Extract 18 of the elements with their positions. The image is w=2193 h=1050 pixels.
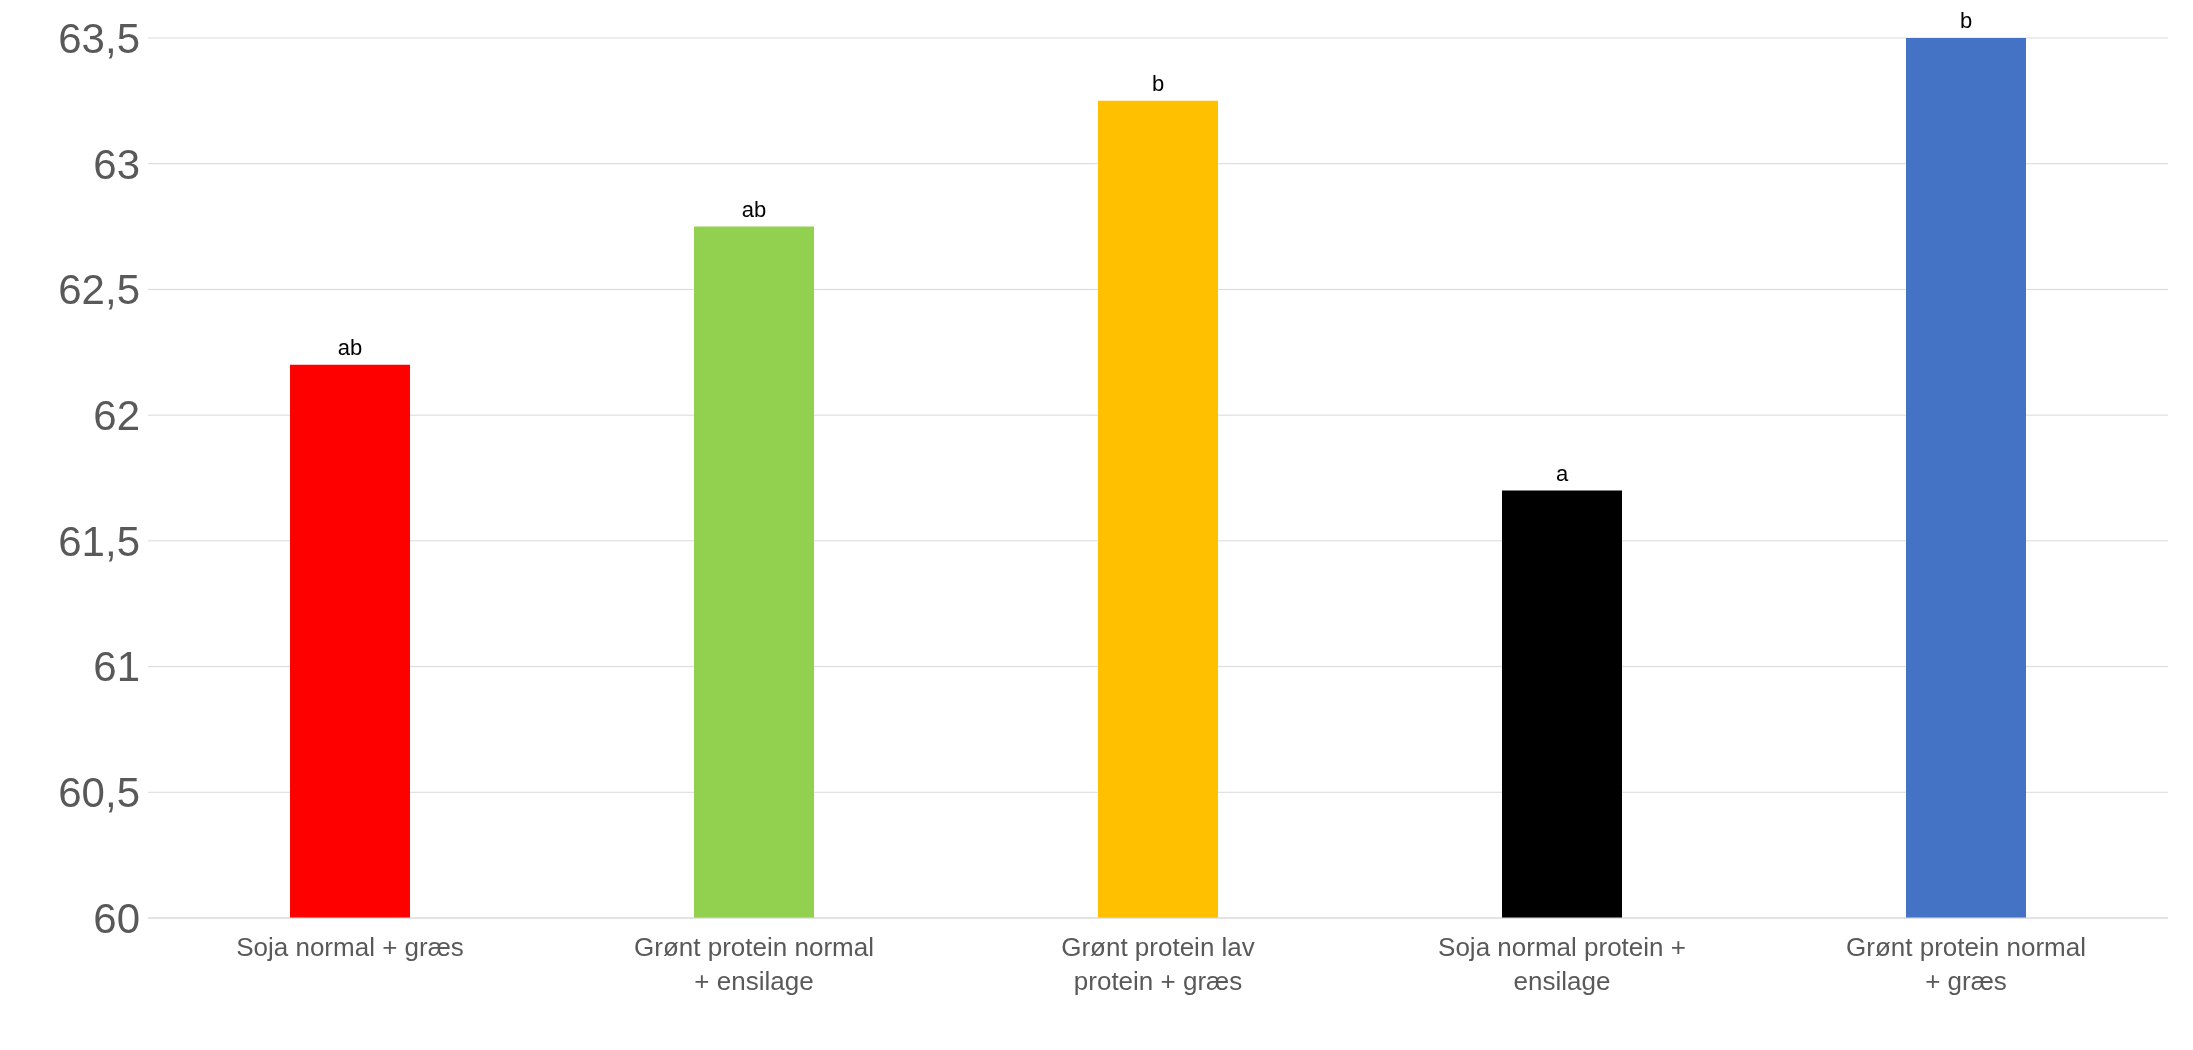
annotation: ab bbox=[741, 196, 767, 222]
y-tick-label: 63,5 bbox=[58, 14, 140, 62]
y-tick-label: 60 bbox=[93, 894, 140, 942]
x-tick-label: Soja normal + græs bbox=[236, 932, 464, 962]
annotation: b bbox=[1959, 8, 1973, 33]
annotation: ab bbox=[337, 334, 363, 360]
x-tick-label: Grønt protein normal + ensilage bbox=[634, 932, 874, 996]
y-tick-label: 62,5 bbox=[58, 266, 140, 314]
y-tick-label: 63 bbox=[93, 140, 140, 188]
y-tick-label: 60,5 bbox=[58, 769, 140, 817]
x-tick-label: Soja normal protein + ensilage bbox=[1438, 932, 1686, 996]
y-tick-label: 62 bbox=[93, 392, 140, 440]
y-tick-label: 61,5 bbox=[58, 517, 140, 565]
x-tick-label: Grønt protein normal + græs bbox=[1846, 932, 2086, 996]
y-tick-label: 61 bbox=[93, 643, 140, 691]
annotation: a bbox=[1555, 460, 1569, 486]
annotation: b bbox=[1151, 70, 1165, 96]
x-tick-label: Grønt protein lav protein + græs bbox=[1061, 932, 1255, 996]
